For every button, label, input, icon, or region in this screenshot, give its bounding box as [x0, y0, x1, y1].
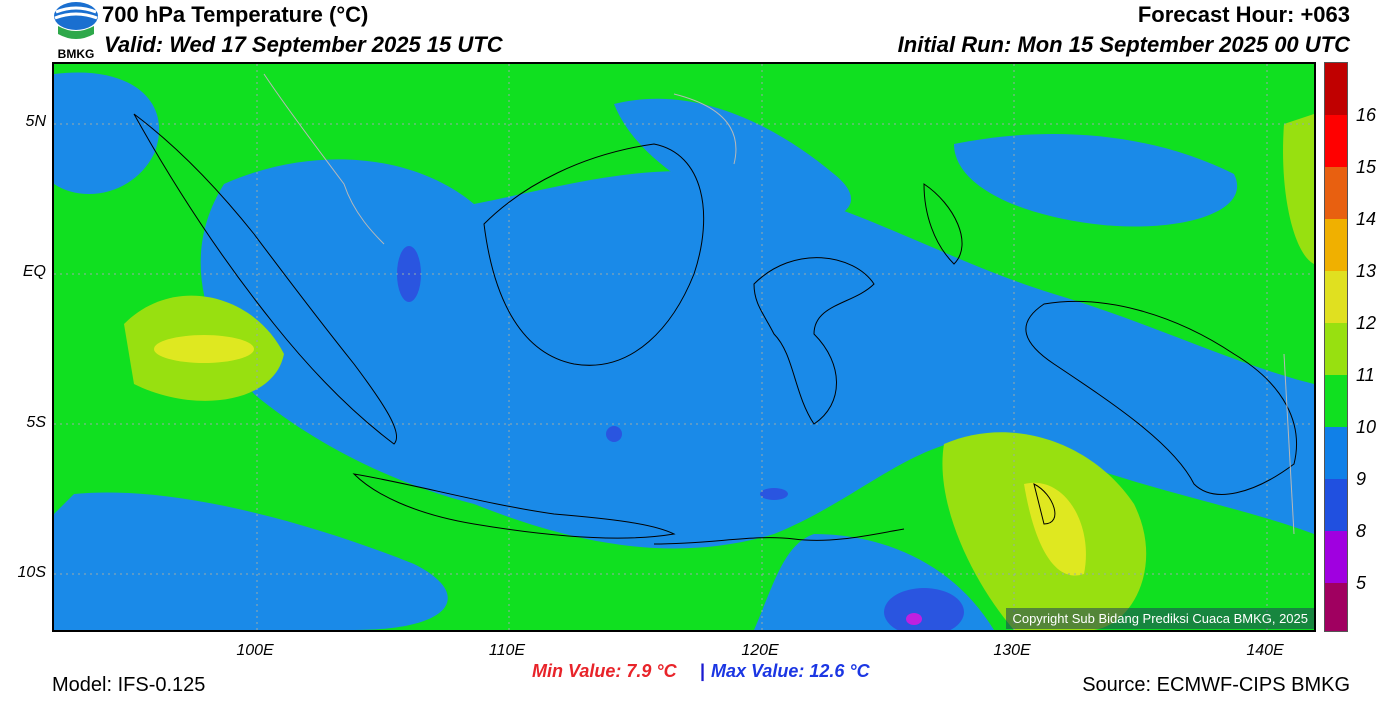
initial-run: Initial Run: Mon 15 September 2025 00 UT… — [897, 32, 1350, 57]
colorbar-label-9: 9 — [1356, 469, 1367, 489]
field-blue-north — [614, 98, 852, 222]
temperature-map — [52, 62, 1316, 632]
colorbar-label-10: 10 — [1356, 417, 1377, 437]
swatch-16plus — [1325, 63, 1347, 115]
field-blue-ne — [954, 134, 1238, 227]
colorbar-label-8: 8 — [1356, 521, 1367, 541]
forecast-hour: Forecast Hour: +063 — [1137, 2, 1350, 27]
swatch-15 — [1325, 115, 1347, 167]
field-blue-center — [200, 159, 1314, 549]
colorbar-label-13: 13 — [1356, 261, 1377, 281]
field-blue-sw — [54, 492, 448, 630]
logo-text: BMKG — [57, 47, 95, 61]
copyright-note: Copyright Sub Bidang Prediksi Cuaca BMKG… — [1006, 608, 1314, 629]
colorbar — [1324, 62, 1348, 632]
swatch-12 — [1325, 271, 1347, 323]
borders — [263, 73, 1295, 535]
lon-label-140e: 140E — [1246, 642, 1284, 659]
lon-label-110e: 110E — [488, 642, 526, 659]
model-label: Model: IFS-0.125 — [52, 674, 206, 696]
stats-separator: | — [700, 661, 706, 681]
colorbar-label-16: 16 — [1356, 105, 1377, 125]
gridlines — [54, 64, 1314, 630]
bmkg-logo — [52, 0, 100, 62]
colorbar-label-11: 11 — [1356, 365, 1375, 385]
lon-label-120e: 120E — [741, 642, 779, 659]
field-darkblue-spot — [606, 426, 622, 442]
lat-label-5s: 5S — [26, 414, 46, 431]
swatch-8 — [1325, 479, 1347, 531]
coastlines — [133, 113, 1297, 545]
swatch-below-5 — [1325, 583, 1347, 631]
field-purple-min — [906, 613, 922, 625]
lat-label-10s: 10S — [17, 564, 46, 581]
source-label: Source: ECMWF-CIPS BMKG — [1082, 674, 1350, 696]
lat-label-5n: 5N — [25, 113, 46, 130]
swatch-10 — [1325, 375, 1347, 427]
colorbar-label-12: 12 — [1356, 313, 1377, 333]
swatch-11 — [1325, 323, 1347, 375]
valid-time: Valid: Wed 17 September 2025 15 UTC — [104, 32, 503, 57]
colorbar-swatches — [1325, 63, 1347, 631]
field-yellow-west — [154, 335, 254, 363]
map-field — [54, 64, 1314, 630]
chart-title: 700 hPa Temperature (°C) — [102, 2, 369, 27]
swatch-14 — [1325, 167, 1347, 219]
swatch-13 — [1325, 219, 1347, 271]
lon-label-130e: 130E — [993, 642, 1031, 659]
colorbar-label-14: 14 — [1356, 209, 1377, 229]
field-darkblue-spot — [760, 488, 788, 500]
swatch-5 — [1325, 531, 1347, 583]
colorbar-label-15: 15 — [1356, 157, 1377, 177]
lon-label-100e: 100E — [236, 642, 274, 659]
max-value: Max Value: 12.6 °C — [711, 661, 870, 681]
colorbar-label-5: 5 — [1356, 573, 1367, 593]
field-darkblue-spot-south — [884, 588, 964, 630]
field-lime-east — [1283, 114, 1314, 264]
field-blue-nw — [54, 72, 160, 194]
min-value: Min Value: 7.9 °C — [532, 661, 677, 681]
swatch-9 — [1325, 427, 1347, 479]
lat-label-eq: EQ — [22, 263, 46, 280]
